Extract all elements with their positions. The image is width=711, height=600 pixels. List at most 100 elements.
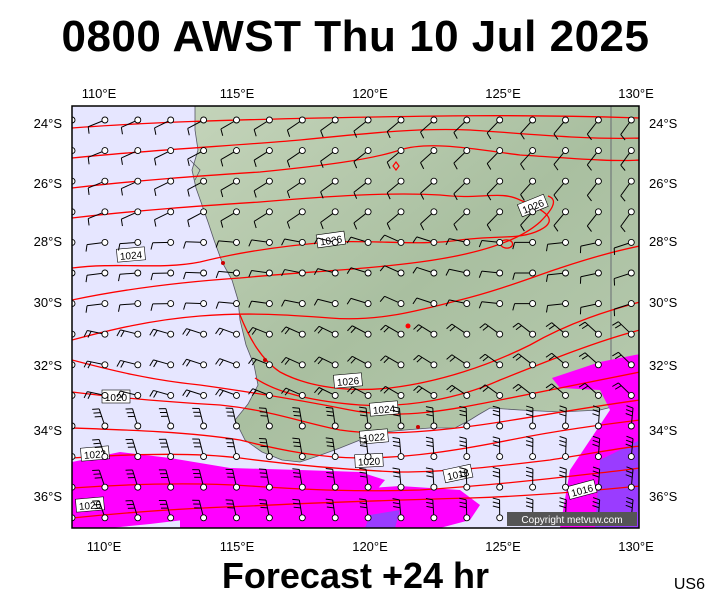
wind-barb (520, 116, 537, 140)
wind-barb (546, 300, 569, 313)
wind-barb (545, 383, 569, 399)
wind-barb (325, 468, 339, 491)
wind-barb (187, 147, 208, 166)
wind-barb (149, 389, 175, 399)
wind-barb (420, 177, 438, 200)
station-marker (221, 261, 225, 265)
wind-barb (445, 299, 471, 308)
wind-barb (87, 177, 109, 195)
wind-barb (125, 500, 142, 522)
wind-barb (353, 208, 372, 230)
wind-barb (150, 238, 175, 250)
wind-barb (353, 116, 372, 138)
wind-barb (87, 208, 109, 226)
wind-barb (420, 208, 438, 231)
wind-barb (392, 436, 405, 461)
lon-label: 115°E (220, 86, 255, 101)
wind-barb (85, 269, 109, 283)
wind-barb (182, 389, 208, 399)
forecast-label: Forecast +24 hr (221, 555, 490, 596)
wind-barb (258, 407, 273, 430)
wind-barb (120, 116, 142, 135)
wind-barb (281, 299, 306, 308)
wind-barb (586, 147, 602, 171)
lat-label: 28°S (34, 234, 63, 249)
wind-barb (512, 238, 537, 250)
wind-barb (187, 208, 208, 228)
wind-barb (192, 469, 208, 491)
lat-label: 26°S (649, 176, 678, 191)
isobar-label: 1026 (337, 376, 361, 389)
wind-barb (520, 177, 537, 201)
lon-labels-top: 110°E 115°E 120°E 125°E 130°E (82, 86, 654, 101)
wind-barb (525, 405, 537, 430)
isobar-label: 1024 (373, 404, 397, 417)
wind-barb (150, 269, 175, 281)
wind-barb (325, 498, 339, 522)
high-pressure-marker (392, 161, 400, 171)
wind-barb (586, 208, 602, 232)
wind-barb (85, 238, 109, 252)
wind-barb (85, 300, 109, 313)
wind-barb (512, 353, 537, 369)
wind-barb (545, 322, 569, 338)
wind-barb (445, 268, 471, 277)
wind-barb (492, 466, 504, 491)
lat-label: 26°S (34, 176, 63, 191)
wind-barb (149, 359, 175, 369)
station-marker (416, 425, 420, 429)
wind-barb (220, 147, 240, 167)
wind-barb (314, 325, 339, 338)
lon-label: 120°E (352, 539, 388, 554)
wind-barb (412, 297, 438, 308)
wind-barb (149, 328, 175, 338)
wind-barb (492, 436, 504, 461)
wind-barb (320, 177, 339, 199)
isobar-label: 1020 (105, 393, 128, 404)
lat-label: 34°S (34, 423, 63, 438)
wind-barb (118, 238, 142, 251)
isobar-label: 1018 (446, 468, 470, 483)
high-wind-area-west (72, 452, 385, 528)
wind-barb (220, 177, 240, 198)
wind-barb (613, 238, 635, 255)
wind-barb (392, 406, 405, 430)
wind-barb (359, 406, 372, 430)
wind-barb (353, 177, 372, 199)
lat-label: 30°S (649, 295, 678, 310)
isobars (72, 115, 639, 519)
map-title: 0800 AWST Thu 10 Jul 2025 (61, 12, 650, 61)
isobar-label: 1022 (84, 449, 108, 462)
wind-barb (625, 466, 635, 491)
wind-barb (359, 467, 372, 491)
wind-barb (478, 269, 504, 278)
lat-label: 32°S (649, 358, 678, 373)
wind-barb (446, 384, 471, 399)
wind-barb (182, 358, 208, 369)
wind-barb (425, 406, 438, 430)
isobar-label: 1020 (358, 456, 381, 468)
wind-barb (83, 391, 109, 399)
wind-barb (579, 300, 602, 315)
wind-barb (154, 116, 175, 135)
wind-barb (578, 382, 602, 399)
wind-barb (379, 295, 405, 308)
wind-barb (620, 208, 635, 233)
wind-barb (579, 269, 602, 284)
wind-barb (620, 147, 635, 171)
wind-barb (281, 269, 306, 277)
isobar-label: 1020 (79, 500, 103, 513)
wind-barb (512, 300, 537, 311)
wind-barb (325, 437, 339, 461)
wind-barb (559, 436, 569, 461)
lon-label: 110°E (82, 86, 117, 101)
wind-barb (320, 208, 339, 230)
wind-barb (486, 147, 504, 170)
wind-barb (281, 238, 306, 246)
wind-barb (120, 147, 142, 165)
land-western-australia (191, 106, 639, 463)
wind-barb (347, 355, 372, 369)
wind-barb (120, 177, 142, 196)
wind-barb (512, 269, 537, 280)
